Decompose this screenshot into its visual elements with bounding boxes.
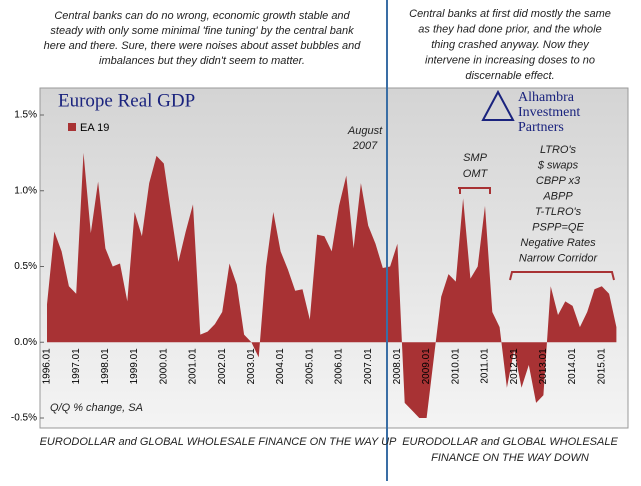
x-tick-label: 2007.01 (363, 348, 374, 385)
legend-label: EA 19 (80, 122, 109, 134)
ltro-bracket (509, 271, 615, 281)
x-tick-label: 2001.01 (188, 348, 199, 385)
y-tick-label: -0.5% (11, 413, 37, 424)
annotation: SMP (463, 152, 488, 164)
annotation: steady with only some minimal 'fine tuni… (50, 25, 354, 37)
axis-note: Q/Q % change, SA (50, 402, 143, 414)
annotation: ABPP (542, 190, 573, 202)
x-tick-label: 1997.01 (71, 348, 82, 385)
annotation: imbalances but they didn't seem to matte… (99, 55, 305, 67)
x-tick-label: 2009.01 (421, 348, 432, 385)
x-tick-label: 2004.01 (275, 348, 286, 385)
x-tick-label: 2005.01 (304, 348, 315, 385)
y-tick-label: 0.0% (14, 337, 37, 348)
x-tick-label: 2013.01 (538, 348, 549, 385)
legend-swatch (68, 123, 76, 131)
annotation: as they had done prior, and the whole (418, 23, 601, 35)
x-tick-label: 1996.01 (42, 348, 53, 385)
annotation: EURODOLLAR and GLOBAL WHOLESALE FINANCE … (40, 436, 397, 448)
x-tick-label: 2002.01 (217, 348, 228, 385)
x-tick-label: 2003.01 (246, 348, 257, 385)
annotation: Central banks can do no wrong, economic … (54, 10, 350, 22)
x-tick-label: 2000.01 (158, 348, 169, 385)
annotation: PSPP=QE (532, 221, 584, 233)
x-tick-label: 2015.01 (596, 348, 607, 385)
x-tick-label: 2008.01 (392, 348, 403, 385)
x-tick-label: 2012.01 (509, 348, 520, 385)
annotation: thing crashed anyway. Now they (431, 39, 590, 51)
annotation: FINANCE ON THE WAY DOWN (431, 452, 589, 464)
annotation: Negative Rates (520, 237, 596, 249)
y-tick-label: 1.5% (14, 110, 37, 121)
annotation: CBPP x3 (536, 175, 581, 187)
y-tick-label: 0.5% (14, 261, 37, 272)
annotation: August (347, 125, 383, 137)
x-tick-label: 2010.01 (450, 348, 461, 385)
annotation: $ swaps (537, 159, 579, 171)
annotation: T-TLRO's (535, 206, 582, 218)
logo-icon (481, 89, 515, 121)
x-tick-label: 2014.01 (567, 348, 578, 385)
annotation: LTRO's (540, 144, 577, 156)
annotation: EURODOLLAR and GLOBAL WHOLESALE (402, 436, 618, 448)
annotation: discernable effect. (465, 70, 554, 82)
x-tick-label: 1999.01 (129, 348, 140, 385)
smp-bracket (458, 187, 491, 194)
annotation: here and there. Sure, there were noises … (44, 40, 362, 52)
x-tick-label: 2006.01 (334, 348, 345, 385)
logo-text: Alhambra (518, 90, 575, 105)
x-tick-label: 2011.01 (480, 348, 491, 384)
logo-text: Partners (518, 120, 564, 135)
chart-title: Europe Real GDP (58, 90, 195, 111)
logo-text: Investment (518, 105, 580, 120)
annotation: 2007 (352, 140, 378, 152)
annotation: Central banks at first did mostly the sa… (409, 8, 611, 20)
x-tick-label: 1998.01 (100, 348, 111, 385)
annotation: Narrow Corridor (519, 252, 599, 264)
y-tick-label: 1.0% (14, 185, 37, 196)
annotation: OMT (463, 168, 489, 180)
area (47, 152, 617, 418)
annotation: intervene in increasing doses to no (425, 54, 595, 66)
